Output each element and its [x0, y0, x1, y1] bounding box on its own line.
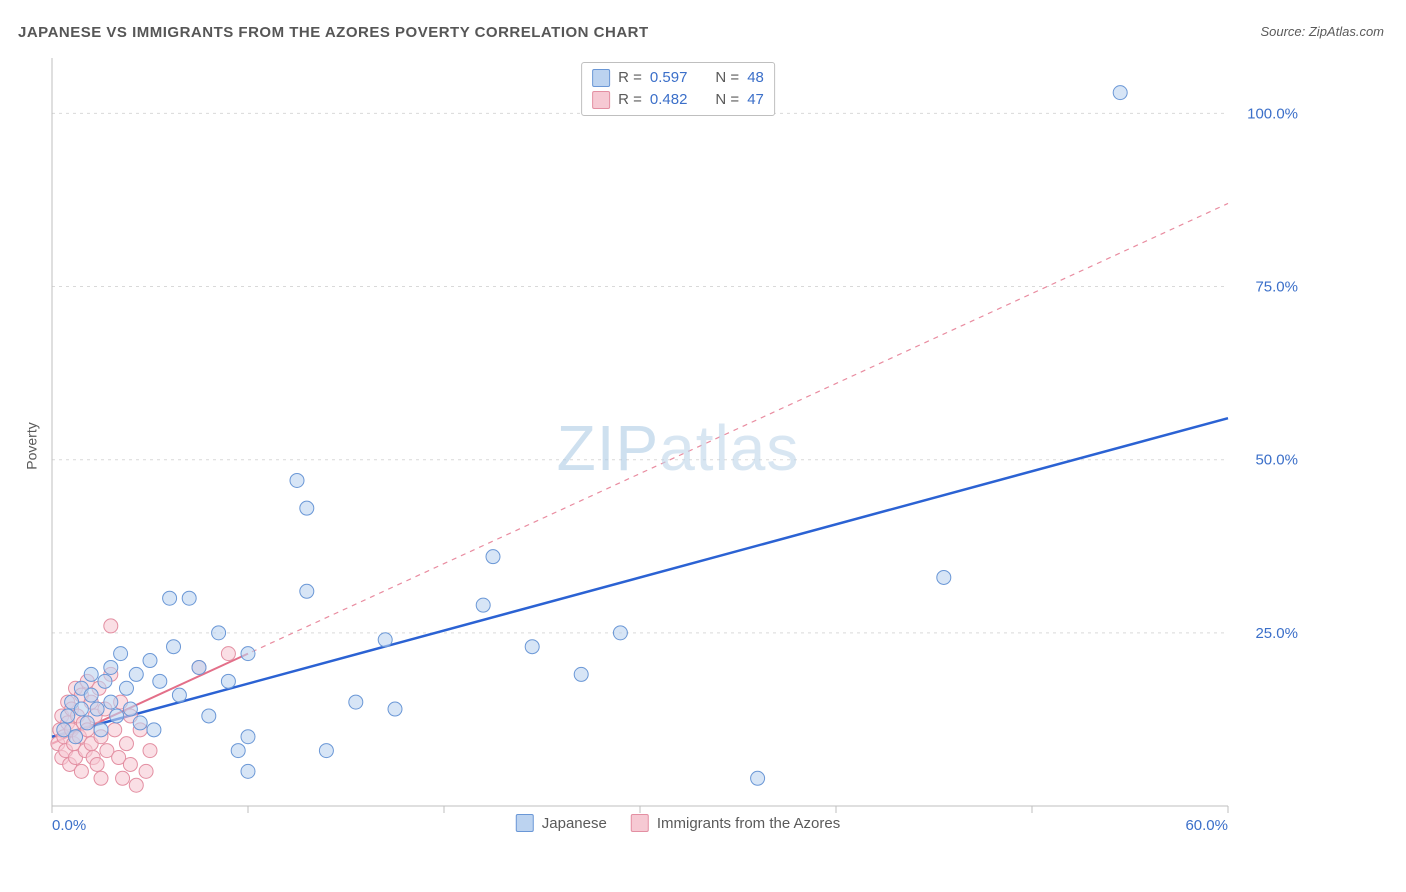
legend-item-japanese: Japanese [516, 814, 607, 832]
r-label: R = [618, 67, 642, 89]
legend-label: Japanese [542, 815, 607, 832]
series-legend: Japanese Immigrants from the Azores [516, 814, 840, 832]
swatch-japanese [592, 69, 610, 87]
svg-text:75.0%: 75.0% [1255, 279, 1298, 296]
r-value: 0.482 [650, 89, 688, 111]
svg-text:100.0%: 100.0% [1247, 105, 1298, 122]
n-label: N = [715, 89, 739, 111]
chart-svg: 0.0% 60.0% 25.0% 50.0% 75.0% 100.0% [48, 58, 1308, 838]
y-axis-label: Poverty [24, 422, 40, 469]
stats-row-japanese: R = 0.597 N = 48 [592, 67, 764, 89]
n-value: 47 [747, 89, 764, 111]
svg-text:25.0%: 25.0% [1255, 625, 1298, 642]
legend-label: Immigrants from the Azores [657, 815, 840, 832]
r-value: 0.597 [650, 67, 688, 89]
stats-legend: R = 0.597 N = 48 R = 0.482 N = 47 [581, 62, 775, 116]
stats-row-azores: R = 0.482 N = 47 [592, 89, 764, 111]
svg-text:60.0%: 60.0% [1185, 817, 1228, 834]
chart-title: JAPANESE VS IMMIGRANTS FROM THE AZORES P… [18, 24, 649, 41]
n-value: 48 [747, 67, 764, 89]
swatch-azores [631, 814, 649, 832]
source-attribution: Source: ZipAtlas.com [1260, 24, 1384, 39]
r-label: R = [618, 89, 642, 111]
svg-text:0.0%: 0.0% [52, 817, 86, 834]
svg-text:50.0%: 50.0% [1255, 452, 1298, 469]
legend-item-azores: Immigrants from the Azores [631, 814, 840, 832]
scatter-plot: ZIPatlas R = 0.597 N = 48 R = 0.482 N = … [48, 58, 1308, 838]
swatch-azores [592, 91, 610, 109]
swatch-japanese [516, 814, 534, 832]
n-label: N = [715, 67, 739, 89]
